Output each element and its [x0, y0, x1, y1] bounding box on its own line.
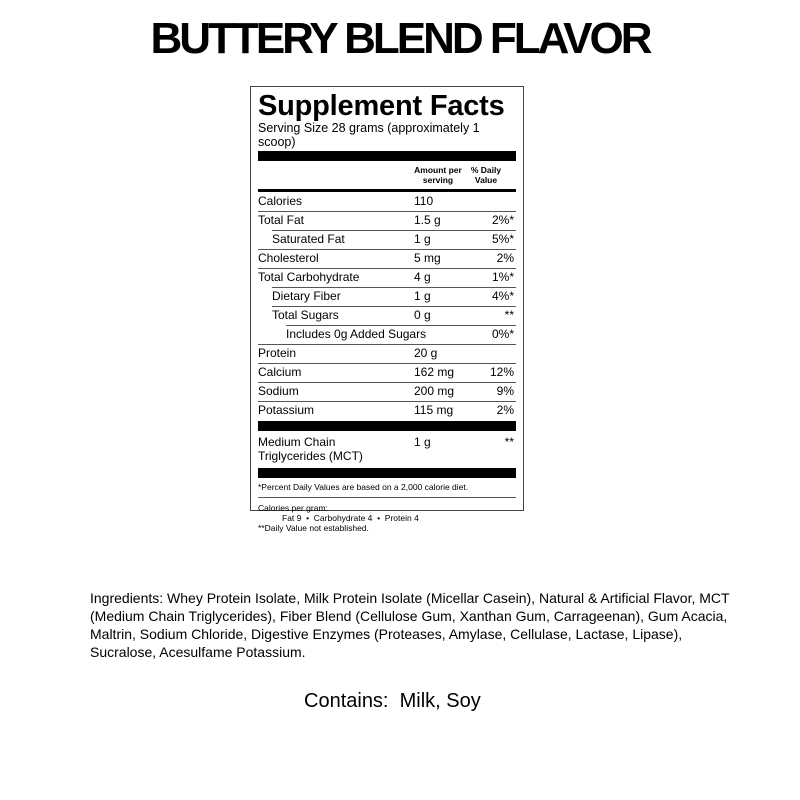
nutrient-row-mct: Medium Chain Triglycerides (MCT) 1 g ** — [258, 431, 516, 468]
nutrient-row: Total Sugars 0 g ** — [258, 306, 516, 325]
nutrient-row: Dietary Fiber 1 g 4%* — [258, 287, 516, 306]
nutrient-daily-value: 12% — [489, 365, 514, 379]
thick-divider — [258, 468, 516, 478]
nutrient-label: Total Fat — [258, 213, 305, 227]
nutrient-amount: 0 g — [414, 308, 431, 322]
row-divider — [272, 287, 516, 288]
row-divider — [272, 230, 516, 231]
footnote-not-established: **Daily Value not established. — [258, 523, 369, 533]
nutrient-amount: 110 — [414, 194, 434, 208]
nutrient-row: Total Carbohydrate 4 g 1%* — [258, 268, 516, 287]
ingredients-text: Ingredients: Whey Protein Isolate, Milk … — [90, 590, 730, 660]
row-divider — [258, 249, 516, 250]
calories-per-gram-label: Calories per gram: — [258, 503, 328, 513]
flavor-title: BUTTERY BLEND FLAVOR — [150, 14, 653, 63]
nutrient-row: Potassium 115 mg 2% — [258, 401, 516, 420]
nutrient-label: Calories — [258, 194, 303, 208]
row-divider — [258, 344, 516, 345]
nutrient-amount: 1 g — [414, 289, 431, 303]
nutrient-label: Total Sugars — [272, 308, 339, 322]
nutrient-amount: 162 mg — [414, 365, 455, 379]
nutrient-row: Calories 110 — [258, 192, 516, 211]
row-divider — [258, 268, 516, 269]
thick-divider — [258, 151, 516, 161]
nutrient-daily-value: 0%* — [491, 327, 514, 341]
nutrient-amount: 1.5 g — [414, 213, 441, 227]
row-divider — [286, 325, 516, 326]
nutrient-label: Calcium — [258, 365, 302, 379]
row-divider — [272, 306, 516, 307]
row-divider — [258, 211, 516, 212]
column-header: Amount per serving % Daily Value — [258, 161, 516, 192]
amount-per-serving-header: Amount per serving — [414, 165, 462, 185]
nutrient-row: Includes 0g Added Sugars 0%* — [258, 325, 516, 344]
nutrient-daily-value: 2% — [496, 251, 514, 265]
nutrient-label: Sodium — [258, 384, 299, 398]
nutrient-row: Sodium 200 mg 9% — [258, 382, 516, 401]
nutrient-label: Total Carbohydrate — [258, 270, 360, 284]
nutrient-label: Dietary Fiber — [272, 289, 341, 303]
row-divider — [258, 401, 516, 402]
nutrient-amount: 5 mg — [414, 251, 441, 265]
calories-per-gram: Fat 9 • Carbohydrate 4 • Protein 4 — [282, 513, 419, 523]
nutrient-daily-value: 5%* — [491, 232, 514, 246]
daily-value-header: % Daily Value — [470, 165, 502, 185]
facts-title: Supplement Facts — [258, 90, 505, 122]
nutrient-amount: 115 mg — [414, 403, 454, 417]
nutrient-label: Medium Chain Triglycerides (MCT) — [258, 435, 363, 463]
nutrient-label: Includes 0g Added Sugars — [286, 327, 427, 341]
nutrient-amount: 200 mg — [414, 384, 455, 398]
nutrient-rows: Calories 110 Total Fat 1.5 g 2%* Saturated Fa… — [258, 192, 516, 420]
nutrient-label: Potassium — [258, 403, 315, 417]
nutrient-daily-value: 1%* — [491, 270, 514, 284]
row-divider — [258, 363, 516, 364]
nutrient-label: Saturated Fat — [272, 232, 345, 246]
nutrient-row: Calcium 162 mg 12% — [258, 363, 516, 382]
nutrient-amount: 1 g — [414, 435, 431, 449]
row-divider — [258, 382, 516, 383]
supplement-facts-panel: Supplement Facts Serving Size 28 grams (… — [250, 86, 524, 533]
thick-divider — [258, 421, 516, 431]
nutrient-row: Cholesterol 5 mg 2% — [258, 249, 516, 268]
nutrient-daily-value: ** — [504, 308, 514, 322]
allergen-contains: Contains: Milk, Soy — [304, 690, 481, 712]
divider — [258, 497, 516, 498]
nutrient-daily-value: 9% — [496, 384, 514, 398]
nutrient-row: Total Fat 1.5 g 2%* — [258, 211, 516, 230]
nutrient-daily-value: 4%* — [491, 289, 514, 303]
nutrient-amount: 1 g — [414, 232, 431, 246]
nutrient-row: Saturated Fat 1 g 5%* — [258, 230, 516, 249]
nutrient-amount: 4 g — [414, 270, 431, 284]
nutrient-daily-value: 2%* — [491, 213, 514, 227]
footnote-daily-values: *Percent Daily Values are based on a 2,0… — [258, 482, 469, 492]
nutrient-daily-value: 2% — [496, 403, 514, 417]
serving-size: Serving Size 28 grams (approximately 1 s… — [258, 121, 480, 149]
nutrient-label: Protein — [258, 346, 297, 360]
nutrient-amount: 20 g — [414, 346, 438, 360]
nutrient-daily-value: ** — [504, 435, 514, 449]
nutrient-row: Protein 20 g — [258, 344, 516, 363]
nutrient-label: Cholesterol — [258, 251, 319, 265]
